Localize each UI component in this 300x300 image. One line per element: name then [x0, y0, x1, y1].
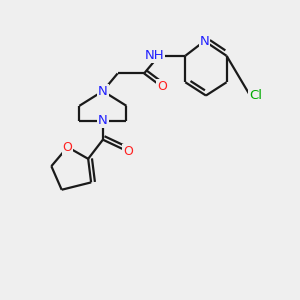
- Text: NH: NH: [145, 49, 164, 62]
- Text: Cl: Cl: [250, 89, 262, 102]
- Text: N: N: [98, 85, 108, 98]
- Text: O: O: [63, 141, 73, 154]
- Text: N: N: [98, 114, 108, 127]
- Text: N: N: [200, 34, 209, 48]
- Text: O: O: [157, 80, 167, 93]
- Text: O: O: [123, 145, 133, 158]
